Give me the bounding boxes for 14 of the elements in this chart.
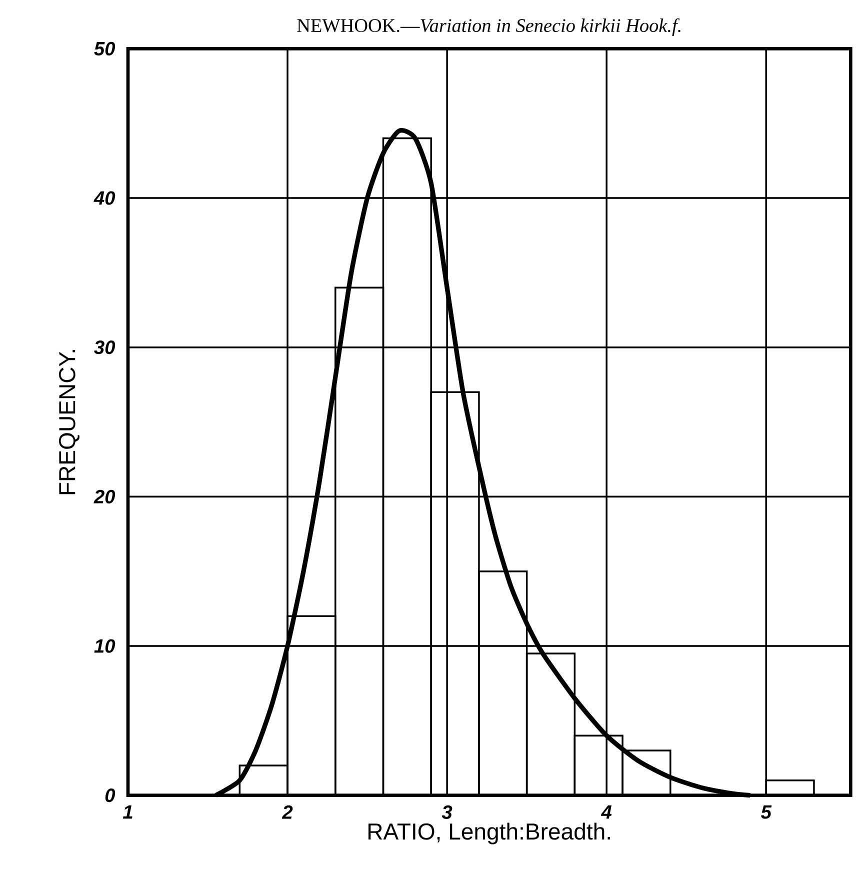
- y-tick-label: 30: [94, 340, 116, 354]
- y-tick-label: 10: [94, 639, 116, 653]
- y-tick-label: 50: [94, 42, 116, 56]
- y-tick-label: 20: [94, 490, 116, 504]
- x-axis-title: RATIO, Length:Breadth.: [368, 822, 610, 844]
- x-tick-label: 3: [442, 805, 452, 819]
- x-tick-label: 2: [282, 805, 293, 819]
- y-axis-title: FREQUENCY.: [59, 350, 80, 494]
- x-tick-label: 5: [760, 805, 772, 819]
- chart-title: NEWHOOK.—Variation in Senecio kirkii Hook.f.: [297, 18, 680, 36]
- y-tick-label: 0: [105, 788, 116, 802]
- x-tick-label: 4: [600, 805, 612, 819]
- x-tick-label: 1: [122, 805, 132, 819]
- y-tick-label: 40: [94, 191, 116, 205]
